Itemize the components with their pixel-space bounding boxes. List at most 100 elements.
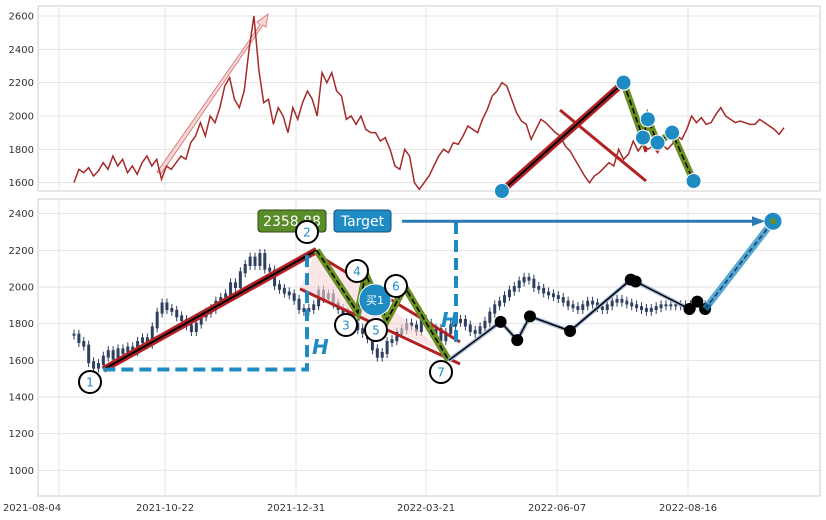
bottom-followup-point (564, 325, 577, 337)
candle-body (649, 308, 653, 312)
candle-body (434, 328, 438, 334)
candle-body (561, 297, 565, 303)
candle-body (233, 282, 237, 288)
h-measure-left (103, 250, 309, 372)
candle-body (586, 300, 590, 307)
candle-body (87, 344, 91, 364)
top-ytick-label: 1800 (9, 145, 34, 156)
point-number-label: 4 (353, 265, 361, 279)
candle-body (238, 271, 242, 288)
candle-body (194, 322, 198, 332)
candle-body (263, 253, 267, 270)
candle-body (488, 311, 492, 323)
candle-body (669, 304, 673, 307)
x-tick-label: 2022-08-16 (659, 503, 717, 514)
candle-body (287, 291, 291, 296)
candle-body (522, 276, 526, 283)
candle-body (253, 256, 257, 266)
candle-body (160, 302, 164, 314)
x-tick-label: 2021-12-31 (267, 503, 325, 514)
axis-labels: 1600 1800 2000 2200 2400 2600 1000 1200 1400 1600… (3, 12, 717, 515)
candle-body (640, 306, 644, 310)
h-label-right: H (441, 308, 458, 332)
target-tag: Target (333, 209, 392, 233)
candle-body (468, 324, 472, 332)
candle-body (229, 282, 233, 296)
candle-body (449, 324, 453, 334)
candle-body (370, 337, 374, 351)
top-price-line (73, 15, 785, 191)
point-number-circle (295, 220, 319, 244)
candle-body (581, 304, 585, 310)
candle-body (566, 300, 570, 307)
candle-body (385, 341, 389, 354)
candle-body (414, 324, 418, 332)
top-ytick-label: 2400 (9, 45, 34, 56)
top-pattern-zigzag-inner (622, 82, 695, 182)
candle-body (517, 280, 521, 288)
candle-body (258, 253, 262, 266)
top-arrow (156, 13, 269, 175)
top-arrow-shape (156, 13, 269, 175)
bottom-pattern-leg-inner (102, 249, 318, 371)
candle-body (380, 352, 384, 358)
bottom-ytick-label: 1600 (9, 356, 34, 367)
candle-body (630, 302, 634, 307)
candle-body (600, 306, 604, 310)
top-pattern-point (615, 74, 632, 91)
target-tag-box (333, 209, 392, 233)
candle-body (463, 319, 467, 327)
point-number-label: 1 (86, 376, 94, 390)
candle-body (527, 276, 531, 281)
candle-body (180, 315, 184, 321)
top-ytick-label: 2000 (9, 112, 34, 123)
point-number-circle (429, 360, 453, 384)
candle-body (625, 300, 629, 305)
top-pattern-point (664, 124, 681, 141)
point-number-circle (345, 259, 369, 283)
candle-body (121, 348, 125, 354)
candle-body (189, 324, 193, 332)
candle-body (175, 309, 179, 318)
candle-body (410, 322, 414, 327)
candle-body (219, 297, 223, 303)
point-number-label: 7 (437, 366, 445, 380)
bottom-followup-point (683, 303, 696, 315)
top-pattern-point (634, 129, 651, 146)
candle-body (493, 304, 497, 314)
candle-body (503, 295, 507, 303)
candle-body (170, 308, 174, 312)
candle-body (444, 331, 448, 342)
bottom-panel: HH (72, 211, 783, 373)
candle-body (268, 267, 272, 272)
candle-body (224, 293, 228, 299)
h-label-left: H (312, 335, 329, 359)
candle-body (292, 293, 296, 301)
top-ytick-label: 2200 (9, 78, 34, 89)
bottom-followup-point (511, 334, 524, 347)
candle-body (512, 286, 516, 292)
top-ytick-label: 1600 (9, 178, 34, 189)
candle-body (419, 319, 423, 332)
candle-body (615, 298, 619, 303)
candle-body (341, 308, 345, 314)
candle-body (620, 298, 624, 303)
candle-body (556, 295, 560, 299)
point-number-circle (364, 318, 388, 342)
candle-body (483, 320, 487, 329)
bottom-panel-frame (37, 198, 821, 497)
top-pattern-leg-inner (501, 81, 625, 192)
bottom-followup-point (629, 275, 642, 288)
top-panel-frame (37, 5, 821, 192)
point-number-circle (78, 370, 102, 394)
candle-body (361, 328, 365, 334)
bottom-ytick-label: 2400 (9, 209, 34, 220)
grid-layer (38, 6, 820, 496)
x-tick-label: 2022-03-21 (397, 503, 455, 514)
x-tick-label: 2021-08-04 (3, 503, 61, 514)
candle-body (72, 333, 76, 336)
candle-body (507, 289, 511, 298)
candle-body (96, 363, 100, 369)
